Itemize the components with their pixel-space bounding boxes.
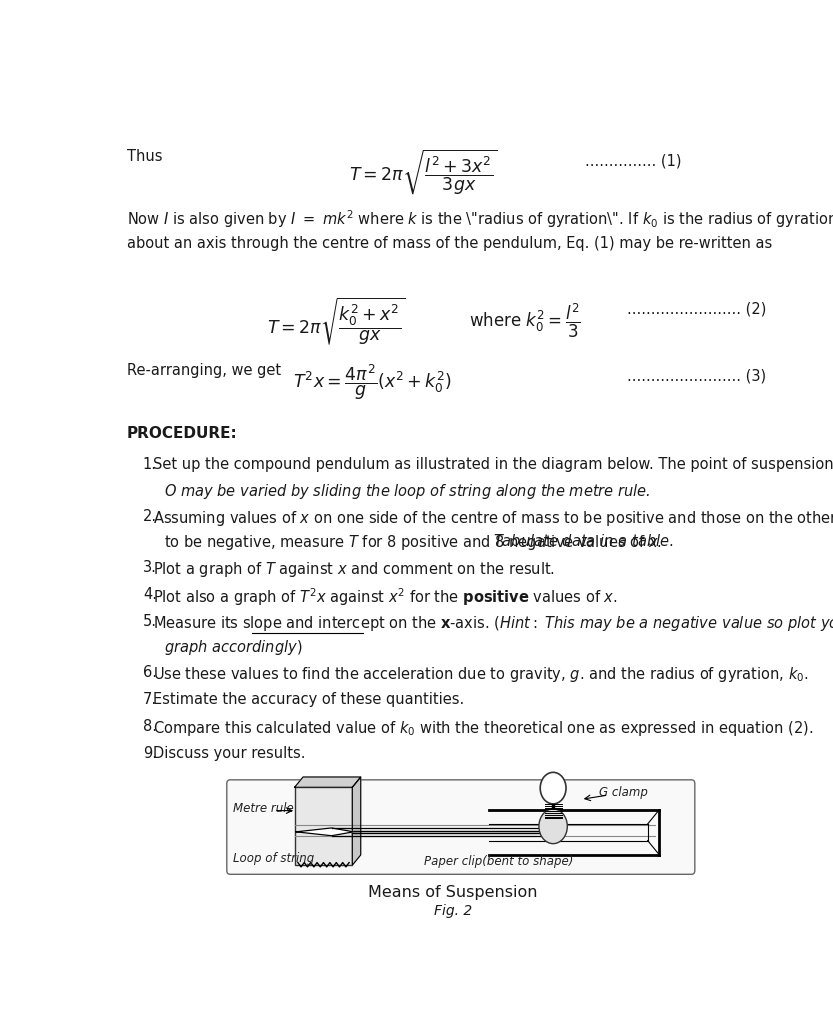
Text: 7.: 7. <box>143 692 157 707</box>
Text: $T = 2\pi\sqrt{\dfrac{k_0^2 + x^2}{gx}}$: $T = 2\pi\sqrt{\dfrac{k_0^2 + x^2}{gx}}$ <box>267 296 406 347</box>
Text: 6.: 6. <box>143 665 157 680</box>
Text: 9.: 9. <box>143 745 157 761</box>
Text: where $k_0^2 = \dfrac{l^2}{3}$: where $k_0^2 = \dfrac{l^2}{3}$ <box>469 302 581 340</box>
Text: Discuss your results.: Discuss your results. <box>152 745 305 761</box>
Text: Re-arranging, we get: Re-arranging, we get <box>127 362 281 378</box>
Text: Compare this calculated value of $k_0$ with the theoretical one as expressed in : Compare this calculated value of $k_0$ w… <box>152 719 813 737</box>
FancyBboxPatch shape <box>227 780 695 874</box>
Polygon shape <box>295 777 361 787</box>
Bar <box>295 787 352 865</box>
Text: about an axis through the centre of mass of the pendulum, Eq. (1) may be re-writ: about an axis through the centre of mass… <box>127 237 772 252</box>
Text: ............... (1): ............... (1) <box>585 154 681 169</box>
Text: 8.: 8. <box>143 719 157 734</box>
Text: Thus: Thus <box>127 148 162 164</box>
Text: Fig. 2: Fig. 2 <box>434 904 471 919</box>
Text: Plot a graph of $T$ against $x$ and comment on the result.: Plot a graph of $T$ against $x$ and comm… <box>152 560 555 579</box>
Text: ........................ (3): ........................ (3) <box>627 369 766 384</box>
Text: Measure its slope and intercept on the $\mathbf{x}$-axis. $\mathit{(Hint:\ This\: Measure its slope and intercept on the $… <box>152 613 833 633</box>
Text: $\mathit{graph\ accordingly)}$: $\mathit{graph\ accordingly)}$ <box>164 638 302 657</box>
Text: Use these values to find the acceleration due to gravity, $g$. and the radius of: Use these values to find the acceleratio… <box>152 665 808 684</box>
Text: Now $I$ is also given by $I\ =\ mk^2$ where $k$ is the \"radius of gyration\". I: Now $I$ is also given by $I\ =\ mk^2$ wh… <box>127 208 833 229</box>
Text: $O$ may be varied by sliding the loop of string along the metre rule.: $O$ may be varied by sliding the loop of… <box>164 481 651 501</box>
Circle shape <box>541 772 566 804</box>
Text: $T^2x = \dfrac{4\pi^2}{g}(x^2 + k_0^2)$: $T^2x = \dfrac{4\pi^2}{g}(x^2 + k_0^2)$ <box>292 362 451 402</box>
Polygon shape <box>352 777 361 865</box>
Text: ........................ (2): ........................ (2) <box>627 302 766 316</box>
Text: $T = 2\pi\sqrt{\dfrac{l^2 + 3x^2}{3gx}}$: $T = 2\pi\sqrt{\dfrac{l^2 + 3x^2}{3gx}}$ <box>349 147 498 197</box>
Text: Plot also a graph of $T^2x$ against $x^2$ for the $\mathbf{positive}$ values of : Plot also a graph of $T^2x$ against $x^2… <box>152 587 617 608</box>
Text: Loop of string: Loop of string <box>233 852 315 864</box>
Text: Paper clip(bent to shape): Paper clip(bent to shape) <box>424 855 573 868</box>
Text: 4.: 4. <box>143 587 157 602</box>
Text: Metre rule: Metre rule <box>233 802 294 814</box>
Text: PROCEDURE:: PROCEDURE: <box>127 426 237 440</box>
Text: G clamp: G clamp <box>599 786 648 799</box>
Polygon shape <box>296 828 354 836</box>
Text: 3.: 3. <box>143 560 157 574</box>
Text: Means of Suspension: Means of Suspension <box>368 885 537 899</box>
Text: 1.: 1. <box>143 457 157 472</box>
Text: Estimate the accuracy of these quantities.: Estimate the accuracy of these quantitie… <box>152 692 464 707</box>
Text: to be negative, measure $T$ for 8 positive and 8 negative values of $x$.: to be negative, measure $T$ for 8 positi… <box>164 532 664 552</box>
Text: 2.: 2. <box>143 509 157 523</box>
Text: Assuming values of $x$ on one side of the centre of mass to be positive and thos: Assuming values of $x$ on one side of th… <box>152 509 833 527</box>
Circle shape <box>539 809 567 844</box>
Text: $\mathit{Tabulate\ data\ in\ a\ table.}$: $\mathit{Tabulate\ data\ in\ a\ table.}$ <box>493 532 674 549</box>
Text: Set up the compound pendulum as illustrated in the diagram below. The point of s: Set up the compound pendulum as illustra… <box>152 457 833 472</box>
Text: 5.: 5. <box>143 613 157 629</box>
